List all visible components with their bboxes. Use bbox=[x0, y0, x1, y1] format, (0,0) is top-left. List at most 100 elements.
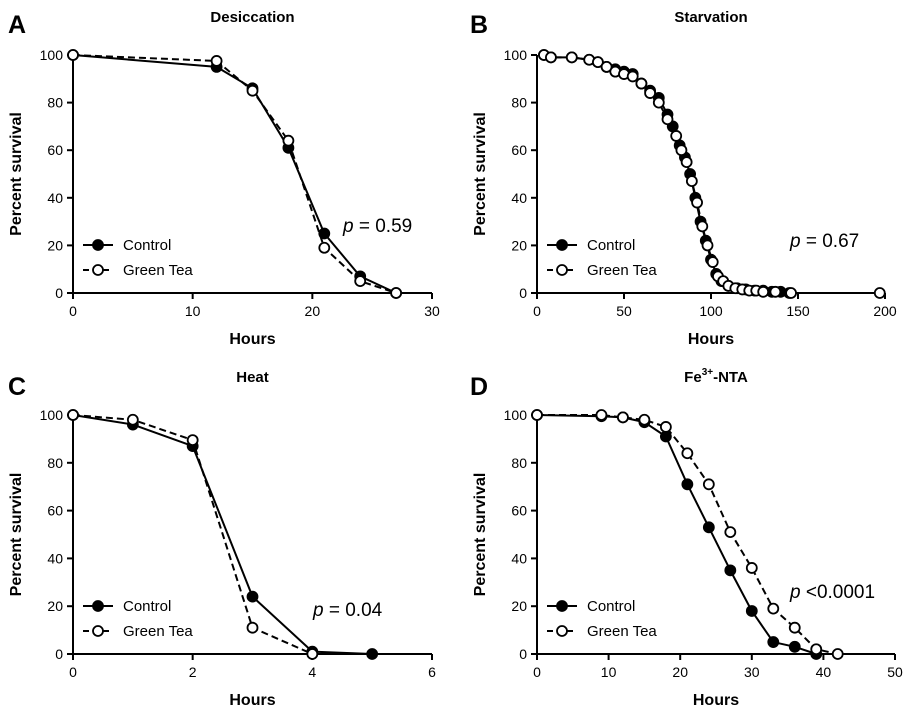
data-point bbox=[186, 434, 199, 446]
data-point bbox=[696, 220, 709, 233]
legend: Control Green Tea bbox=[83, 237, 193, 279]
legend-label: Green Tea bbox=[123, 623, 193, 640]
y-axis-label: Percent survival bbox=[472, 112, 489, 236]
legend-marker bbox=[92, 239, 104, 251]
y-tick-label: 100 bbox=[504, 407, 528, 423]
legend-marker bbox=[556, 600, 568, 612]
y-tick-label: 100 bbox=[40, 407, 64, 423]
series-green-tea bbox=[67, 49, 403, 299]
y-tick-label: 0 bbox=[55, 285, 63, 301]
series-line bbox=[72, 414, 373, 655]
panel-title-suffix: -NTA bbox=[713, 369, 748, 386]
p-value-text: <0.0001 bbox=[801, 582, 876, 603]
data-point bbox=[810, 643, 823, 656]
data-point bbox=[282, 134, 295, 147]
data-point bbox=[670, 130, 683, 142]
x-tick-label: 2 bbox=[189, 664, 197, 680]
series-green-tea bbox=[67, 409, 319, 660]
x-tick-label: 6 bbox=[428, 664, 436, 680]
y-tick-label: 100 bbox=[40, 47, 64, 63]
y-tick-label: 40 bbox=[47, 550, 63, 566]
y-tick-label: 60 bbox=[47, 503, 63, 519]
series-control bbox=[531, 409, 823, 660]
legend-marker bbox=[92, 264, 104, 276]
x-tick-label: 30 bbox=[424, 303, 440, 319]
data-point bbox=[767, 636, 780, 648]
data-point bbox=[366, 648, 379, 660]
panel-c: C Heat 0 20 40 60 80 100 0 2 4 6 Hours Percent surviv… bbox=[8, 369, 436, 709]
y-tick-label: 0 bbox=[519, 285, 527, 301]
legend-marker bbox=[92, 625, 104, 637]
y-tick-label: 60 bbox=[511, 503, 527, 519]
data-point bbox=[691, 196, 703, 209]
data-point bbox=[685, 175, 698, 188]
data-point bbox=[210, 55, 223, 67]
data-point bbox=[702, 478, 715, 491]
data-point bbox=[767, 602, 780, 615]
legend-label: Control bbox=[587, 237, 635, 254]
x-axis-label: Hours bbox=[693, 692, 739, 709]
x-tick-label: 0 bbox=[69, 303, 77, 319]
legend-marker bbox=[92, 600, 104, 612]
p-value-symbol: p bbox=[312, 600, 324, 621]
x-tick-label: 50 bbox=[616, 303, 632, 319]
y-tick-label: 20 bbox=[47, 598, 63, 614]
panel-letter: D bbox=[470, 373, 488, 401]
p-value-symbol: p bbox=[342, 216, 354, 237]
x-tick-label: 20 bbox=[305, 303, 321, 319]
data-point bbox=[659, 430, 672, 443]
data-point bbox=[724, 564, 737, 577]
x-tick-label: 0 bbox=[69, 664, 77, 680]
y-tick-label: 20 bbox=[511, 237, 527, 253]
data-point bbox=[680, 156, 693, 169]
data-point bbox=[831, 648, 844, 660]
y-tick-label: 20 bbox=[511, 598, 527, 614]
x-tick-label: 10 bbox=[601, 664, 617, 680]
x-axis-label: Hours bbox=[229, 692, 275, 709]
panel-title: Desiccation bbox=[210, 9, 294, 26]
series-line bbox=[72, 54, 397, 294]
data-point bbox=[702, 521, 715, 534]
y-tick-label: 100 bbox=[504, 47, 528, 63]
y-tick-label: 80 bbox=[47, 95, 63, 111]
legend-label: Control bbox=[123, 598, 171, 615]
x-tick-label: 100 bbox=[699, 303, 723, 319]
y-tick-label: 0 bbox=[55, 646, 63, 662]
x-tick-label: 200 bbox=[873, 303, 897, 319]
panel-letter: A bbox=[8, 11, 26, 39]
panel-title-text: Desiccation bbox=[210, 9, 294, 26]
data-point bbox=[675, 144, 688, 157]
legend: Control Green Tea bbox=[547, 598, 657, 640]
y-tick-label: 60 bbox=[511, 142, 527, 158]
panel-letter: B bbox=[470, 11, 488, 39]
legend-label: Green Tea bbox=[123, 262, 193, 279]
y-axis-label: Percent survival bbox=[8, 112, 25, 236]
data-point bbox=[638, 413, 651, 426]
data-point bbox=[600, 61, 613, 73]
data-point bbox=[661, 113, 674, 126]
data-point bbox=[354, 275, 367, 288]
p-value-annotation: p <0.0001 bbox=[789, 582, 875, 603]
data-point bbox=[724, 526, 737, 539]
panel-title-text: Starvation bbox=[674, 9, 747, 26]
data-point bbox=[126, 413, 139, 426]
panel-title: Starvation bbox=[674, 9, 747, 26]
y-tick-label: 80 bbox=[47, 455, 63, 471]
legend-label: Green Tea bbox=[587, 262, 657, 279]
y-axis-label: Percent survival bbox=[472, 473, 489, 597]
data-point bbox=[626, 70, 639, 83]
x-tick-label: 20 bbox=[672, 664, 688, 680]
x-tick-label: 0 bbox=[533, 664, 541, 680]
p-value-text: = 0.04 bbox=[324, 600, 383, 621]
legend: Control Green Tea bbox=[83, 598, 193, 640]
panel-a: A Desiccation 0 20 40 60 80 100 0 10 20 30 Hours Perc… bbox=[8, 9, 440, 348]
data-point bbox=[545, 51, 557, 64]
data-point bbox=[635, 77, 648, 90]
data-point bbox=[246, 590, 259, 603]
data-point bbox=[652, 96, 665, 109]
data-point bbox=[659, 421, 672, 433]
x-tick-label: 10 bbox=[185, 303, 201, 319]
p-value-symbol: p bbox=[789, 582, 801, 603]
data-point bbox=[788, 621, 801, 634]
series-line bbox=[536, 414, 817, 655]
